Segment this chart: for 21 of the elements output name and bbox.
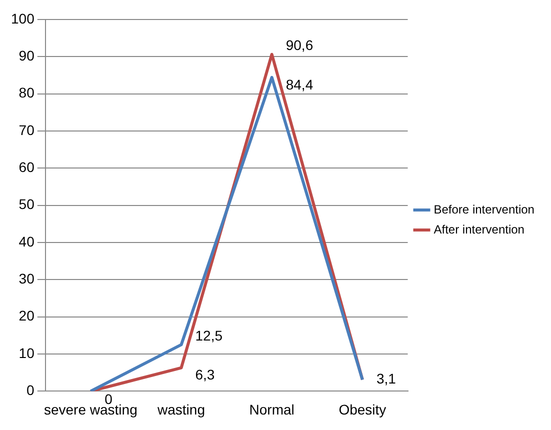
data-label: 84,4 [286, 76, 314, 92]
y-tick-label: 70 [18, 122, 35, 138]
y-tick-label: 0 [26, 382, 35, 398]
data-label: 12,5 [195, 328, 223, 344]
y-tick-label: 80 [18, 84, 35, 101]
y-tick-label: 90 [18, 47, 35, 64]
data-label: 6,3 [195, 366, 215, 383]
x-tick-label: Obesity [338, 401, 386, 418]
y-tick-label: 50 [18, 196, 35, 212]
data-label: 3,1 [376, 370, 396, 387]
data-label: 90,6 [286, 37, 314, 54]
y-tick-label: 10 [18, 344, 35, 361]
legend-label: Before intervention [434, 202, 534, 216]
legend-label: After intervention [434, 222, 524, 236]
y-tick-label: 20 [18, 308, 35, 324]
y-tick-label: 30 [18, 270, 35, 287]
x-tick-label: Normal [249, 401, 294, 418]
x-tick-label: wasting [156, 401, 205, 418]
y-tick-label: 40 [18, 233, 35, 250]
y-tick-label: 100 [11, 10, 35, 26]
y-tick-label: 60 [18, 158, 35, 175]
